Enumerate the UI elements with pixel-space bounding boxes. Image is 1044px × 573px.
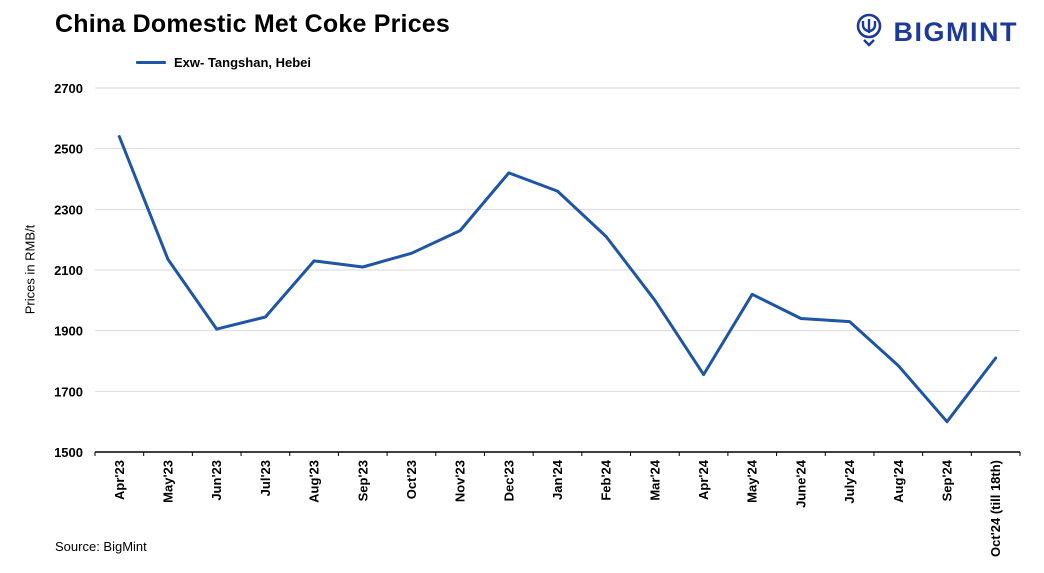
legend-line-swatch (136, 61, 166, 64)
y-tick-label: 1700 (54, 384, 83, 399)
bigmint-logo: BIGMINT (852, 12, 1019, 53)
price-series-line (117, 135, 998, 424)
chart-title: China Domestic Met Coke Prices (55, 10, 451, 38)
gridlines (95, 87, 1020, 392)
x-tick-label: Jan'24 (550, 459, 565, 500)
y-tick-label: 2100 (54, 263, 83, 278)
x-tick-labels: Apr'23 May'23 Jun'23 Jul'23 Aug'23 Sep'23 Oct'… (112, 459, 1003, 557)
x-tick-label: May'24 (745, 459, 760, 503)
x-tick-label: May'23 (161, 460, 176, 503)
x-tick-label: Oct'23 (404, 460, 419, 499)
x-tick-label: Jul'23 (258, 460, 273, 496)
y-tick-label: 2300 (54, 202, 83, 217)
legend-label: Exw- Tangshan, Hebei (174, 55, 312, 70)
x-tick-label: Aug'24 (891, 459, 906, 503)
y-tick-label: 2500 (54, 142, 83, 157)
x-axis-ticks (94, 452, 1021, 456)
x-tick-label: Mar'24 (647, 459, 662, 500)
bigmint-logo-icon (852, 12, 886, 53)
source-note: Source: BigMint (55, 539, 147, 554)
x-tick-label: Aug'23 (307, 460, 322, 503)
x-tick-label: Dec'23 (501, 460, 516, 501)
x-tick-label: Sep'23 (355, 460, 370, 501)
bigmint-logo-text: BIGMINT (893, 17, 1018, 47)
x-tick-label: June'24 (793, 459, 808, 508)
y-tick-labels: 1500 1700 1900 2100 2300 2500 2700 (54, 81, 83, 460)
x-tick-label: Apr'24 (696, 459, 711, 500)
legend: Exw- Tangshan, Hebei (136, 55, 311, 70)
x-tick-label: Sep'24 (939, 459, 954, 501)
y-tick-label: 2700 (54, 81, 83, 96)
x-tick-label: July'24 (842, 459, 857, 503)
x-tick-label: Oct'24 (till 18th) (988, 460, 1003, 557)
x-tick-label: Apr'23 (112, 460, 127, 500)
x-tick-label: Feb'24 (599, 459, 614, 500)
x-tick-label: Nov'23 (453, 460, 468, 502)
y-axis-title: Prices in RMB/t (22, 224, 38, 315)
y-tick-label: 1900 (54, 324, 83, 339)
y-tick-label: 1500 (54, 445, 83, 460)
x-tick-label: Jun'23 (209, 460, 224, 501)
